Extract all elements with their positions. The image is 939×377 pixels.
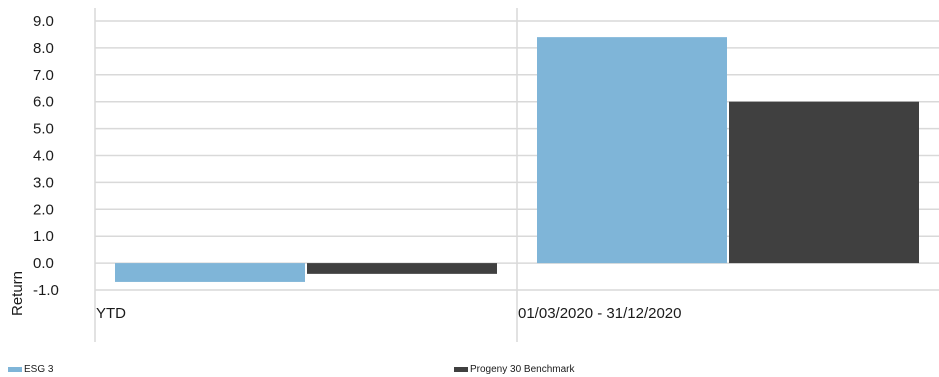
y-tick-label: 0.0 (33, 255, 54, 272)
bar-benchmark-1 (729, 101, 919, 264)
y-tick-label: 6.0 (33, 94, 54, 111)
y-tick-label: 7.0 (33, 67, 54, 84)
y-tick-label: 4.0 (33, 148, 54, 165)
y-tick-label: -1.0 (33, 282, 59, 299)
y-tick-label: 5.0 (33, 121, 54, 138)
y-tick-label: 1.0 (33, 228, 54, 245)
bar-esg3-0 (115, 263, 305, 282)
y-tick-label: 8.0 (33, 40, 54, 57)
bar-esg3-1 (537, 37, 727, 264)
bar-benchmark-0 (307, 263, 497, 274)
x-category-label: YTD (96, 305, 126, 322)
legend-swatch-series-2 (454, 367, 468, 372)
y-tick-label: 2.0 (33, 201, 54, 218)
legend-label-series-2: Progeny 30 Benchmark (470, 364, 575, 375)
y-tick-label: 3.0 (33, 174, 54, 191)
y-tick-label: 9.0 (33, 13, 54, 30)
x-category-label: 01/03/2020 - 31/12/2020 (518, 305, 681, 322)
legend-item-series-2: Progeny 30 Benchmark (454, 364, 575, 375)
gridlines (94, 8, 939, 342)
legend-swatch-series-1 (8, 367, 22, 372)
y-axis-title: Return (9, 271, 26, 316)
legend-label-series-1: ESG 3 (24, 364, 54, 375)
axes: 9.0 8.0 7.0 6.0 5.0 4.0 3.0 2.0 1.0 0.0 -1.0 YTD 01/… (33, 13, 681, 322)
legend-item-series-1: ESG 3 (8, 364, 53, 375)
bars (115, 37, 919, 282)
